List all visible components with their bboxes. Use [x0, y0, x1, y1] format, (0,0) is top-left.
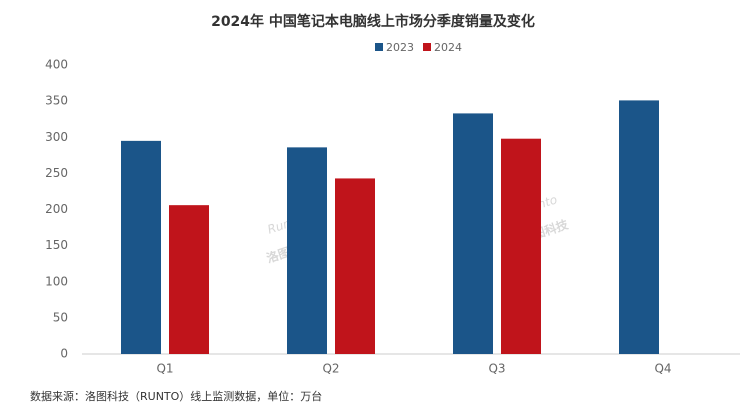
y-tick-label: 250 [45, 166, 68, 180]
chart-title: 2024年 中国笔记本电脑线上市场分季度销量及变化 [211, 13, 535, 30]
bar [169, 205, 209, 354]
y-tick-label: 50 [53, 310, 68, 324]
x-tick-label: Q3 [488, 362, 505, 376]
legend-swatch [375, 43, 383, 51]
bar [453, 113, 493, 354]
bar [619, 100, 659, 354]
bar [335, 178, 375, 354]
bar [121, 140, 161, 354]
x-tick-label: Q1 [156, 362, 173, 376]
x-tick-label: Q2 [322, 362, 339, 376]
y-tick-label: 350 [45, 94, 68, 108]
y-tick-label: 0 [60, 347, 68, 361]
legend-label: 2024 [434, 41, 462, 54]
source-note: 数据来源：洛图科技（RUNTO）线上监测数据，单位：万台 [30, 389, 322, 403]
bar [287, 147, 327, 354]
legend-label: 2023 [386, 41, 414, 54]
legend-swatch [423, 43, 431, 51]
x-tick-label: Q4 [654, 362, 671, 376]
bar [501, 138, 541, 354]
y-tick-label: 300 [45, 130, 68, 144]
y-tick-label: 100 [45, 274, 68, 288]
y-tick-label: 200 [45, 202, 68, 216]
y-tick-label: 150 [45, 238, 68, 252]
y-tick-label: 400 [45, 58, 68, 72]
